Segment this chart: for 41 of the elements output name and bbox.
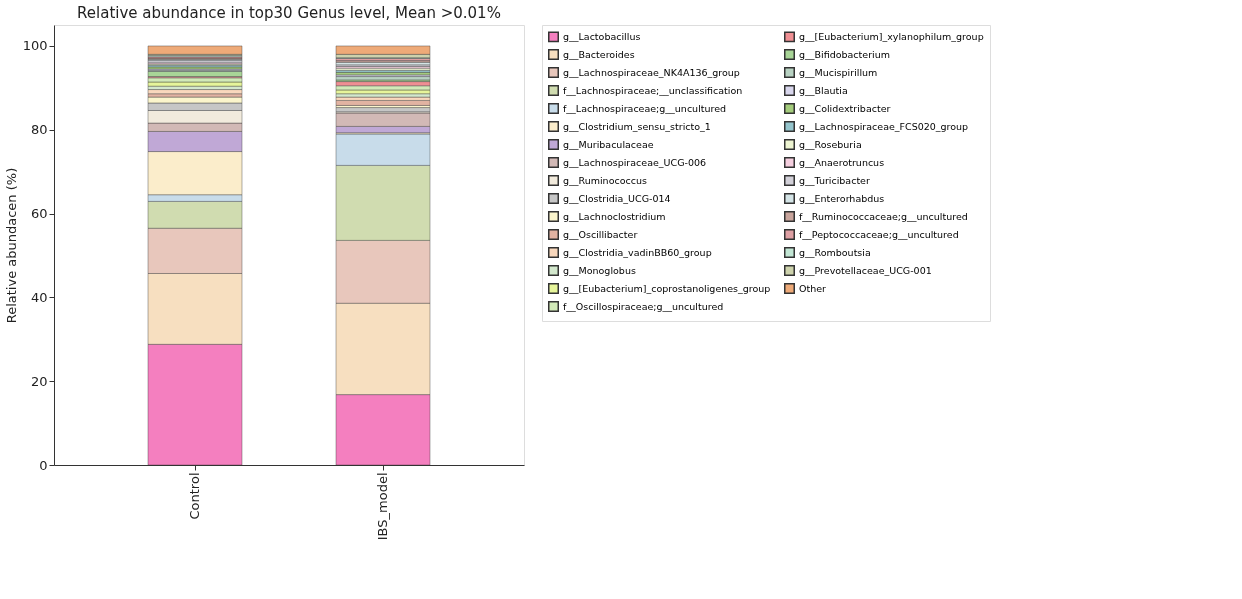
legend-label: g__Lactobacillus <box>563 30 641 42</box>
legend-label: g__[Eubacterium]_coprostanoligenes_group <box>563 282 771 294</box>
legend-label: g__Blautia <box>799 84 848 96</box>
y-axis-title: Relative abundacen (%) <box>3 167 19 324</box>
legend-label: g__Clostridium_sensu_stricto_1 <box>563 120 711 132</box>
legend-label: g__Lachnospiraceae_NK4A136_group <box>563 66 740 78</box>
legend-label: f__Lachnospiraceae;g__uncultured <box>563 102 727 114</box>
legend-label: g__Turicibacter <box>799 174 870 186</box>
legend-label: f__Oscillospiraceae;g__uncultured <box>563 300 724 312</box>
y-tick-label: 80 <box>30 122 48 138</box>
y-tick-label: 60 <box>30 206 48 222</box>
y-tick-label: 20 <box>30 373 48 389</box>
y-tick-label: 100 <box>22 38 48 54</box>
legend-label: g__Oscillibacter <box>563 228 638 240</box>
legend-label: f__Ruminococcaceae;g__uncultured <box>799 210 968 222</box>
legend-label: g__Mucispirillum <box>799 66 878 78</box>
y-tick-label: 40 <box>30 289 48 305</box>
y-tick-label: 0 <box>39 457 48 473</box>
legend-label: g__Clostridia_UCG-014 <box>563 192 671 204</box>
x-tick-label: Control <box>187 472 202 520</box>
legend-label: g__Lachnospiraceae_UCG-006 <box>563 156 707 168</box>
legend-label: g__Colidextribacter <box>799 102 891 114</box>
legend-label: g__Bifidobacterium <box>799 48 890 60</box>
legend-label: g__Enterorhabdus <box>799 192 885 204</box>
legend-label: g__Anaerotruncus <box>799 156 885 168</box>
legend-label: g__Romboutsia <box>799 246 871 258</box>
legend-label: g__Roseburia <box>799 138 862 150</box>
chart-title: Relative abundance in top30 Genus level, Mean >0.01% <box>77 3 501 22</box>
legend-label: g__Ruminococcus <box>563 174 647 186</box>
legend-label: g__Bacteroides <box>563 48 635 60</box>
legend-label: g__[Eubacterium]_xylanophilum_group <box>799 30 984 42</box>
legend-label: f__Lachnospiraceae;__unclassification <box>563 84 743 96</box>
legend-label: g__Clostridia_vadinBB60_group <box>563 246 712 258</box>
x-tick-label: IBS_model <box>375 472 390 541</box>
legend-label: g__Muribaculaceae <box>563 138 654 150</box>
legend-label: g__Prevotellaceae_UCG-001 <box>799 264 932 276</box>
legend-label: g__Lachnoclostridium <box>563 210 666 222</box>
legend-label: Other <box>799 282 827 294</box>
legend-label: g__Lachnospiraceae_FCS020_group <box>799 120 969 132</box>
legend-label: g__Monoglobus <box>563 264 636 276</box>
legend-label: f__Peptococcaceae;g__uncultured <box>799 228 959 240</box>
